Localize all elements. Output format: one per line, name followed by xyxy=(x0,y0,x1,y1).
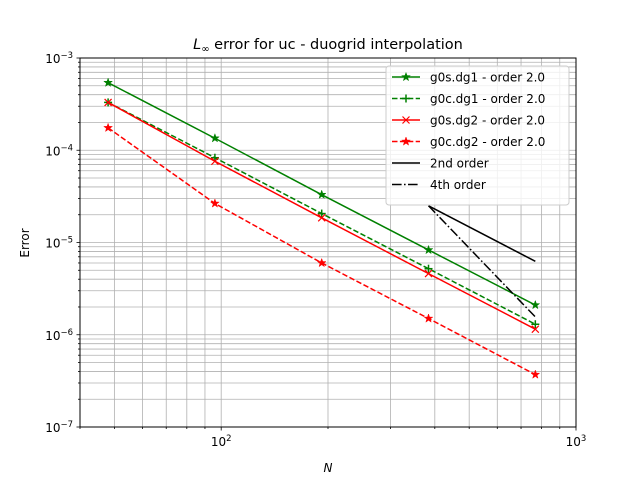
series-5 xyxy=(428,205,536,262)
y-tick-label: 10−5 xyxy=(45,236,73,251)
legend-item: 4th order xyxy=(392,178,486,192)
legend-box xyxy=(385,65,570,206)
data-point xyxy=(209,198,220,208)
y-tick-label: 10−3 xyxy=(45,51,73,66)
y-axis-label: Error xyxy=(18,228,32,257)
data-point xyxy=(104,98,113,107)
series-6 xyxy=(427,205,536,318)
legend-marker xyxy=(400,136,412,146)
legend-marker xyxy=(400,71,412,82)
legend-marker xyxy=(402,94,410,103)
series-4 xyxy=(103,122,541,379)
x-tick-label: 102 xyxy=(211,434,232,449)
data-point xyxy=(530,299,541,310)
series-line xyxy=(427,205,536,318)
series-3 xyxy=(104,98,540,334)
legend-label: g0c.dg2 - order 2.0 xyxy=(430,135,545,149)
data-point xyxy=(317,209,326,218)
axis-ticks: 102 103 10−7 10−6 10−5 10−4 10−3 xyxy=(45,51,586,449)
data-point xyxy=(316,189,327,199)
legend-item: g0s.dg2 - order 2.0 xyxy=(392,114,545,128)
data-point xyxy=(530,369,541,379)
x-tick-label: 103 xyxy=(566,434,587,449)
data-point xyxy=(210,153,219,162)
data-point xyxy=(103,77,114,87)
data-point xyxy=(424,264,433,273)
legend-item: g0c.dg1 - order 2.0 xyxy=(392,92,545,106)
data-point xyxy=(531,320,540,329)
legend: g0s.dg1 - order 2.0 g0c.dg1 - order 2.0 g0… xyxy=(385,65,570,206)
legend-label: 2nd order xyxy=(430,157,489,171)
legend-label: g0s.dg1 - order 2.0 xyxy=(430,71,545,85)
y-tick-label: 10−4 xyxy=(45,143,73,158)
data-point xyxy=(317,213,326,222)
legend-item: 2nd order xyxy=(392,157,489,171)
series-1 xyxy=(103,77,541,310)
y-tick-label: 10−6 xyxy=(45,328,73,343)
y-tick-label: 10−7 xyxy=(45,420,73,435)
series-line xyxy=(428,205,536,262)
x-axis-label: N xyxy=(324,461,333,475)
chart-title: L∞ error for uc - duogrid interpolation xyxy=(193,37,463,55)
data-point xyxy=(531,325,540,334)
legend-label: 4th order xyxy=(430,178,486,192)
data-point xyxy=(210,157,219,166)
data-point xyxy=(423,244,434,255)
legend-marker xyxy=(402,116,410,124)
plot-series xyxy=(103,77,541,379)
legend-item: g0c.dg2 - order 2.0 xyxy=(392,135,545,149)
data-point xyxy=(103,122,114,133)
data-point xyxy=(209,132,220,143)
legend-label: g0c.dg1 - order 2.0 xyxy=(430,92,545,106)
legend-label: g0s.dg2 - order 2.0 xyxy=(430,114,545,128)
data-point xyxy=(424,269,433,278)
data-point xyxy=(423,313,434,323)
legend-item: g0s.dg1 - order 2.0 xyxy=(392,71,545,85)
data-point xyxy=(316,257,327,268)
